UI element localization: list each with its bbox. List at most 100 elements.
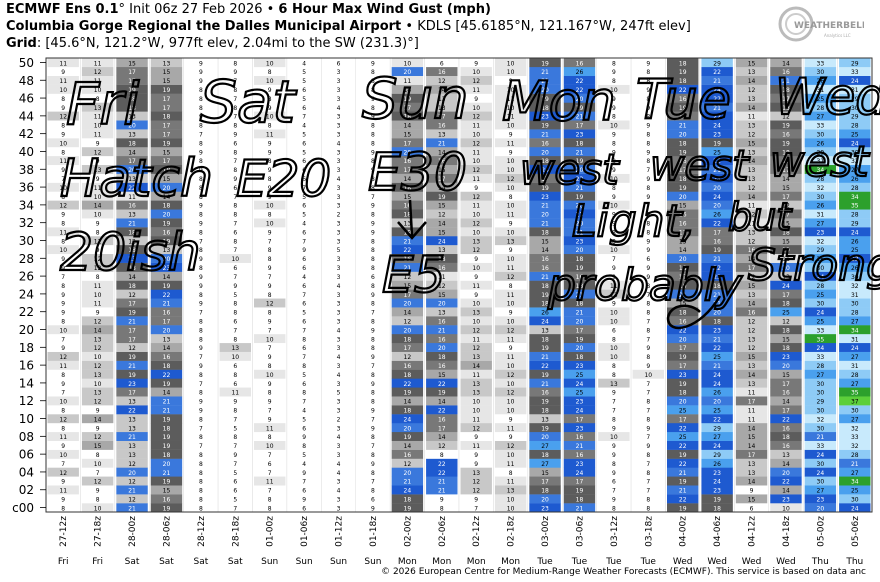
heatmap-cell-value: 4 <box>337 470 341 477</box>
heatmap-cell <box>150 164 183 174</box>
heatmap-cell-value: 8 <box>268 69 272 76</box>
chart-title-line2: Columbia Gorge Regional the Dalles Munic… <box>6 19 691 35</box>
handwritten-annotation: E20 <box>236 150 331 208</box>
heatmap-cell <box>426 378 458 388</box>
heatmap-cell <box>391 102 424 112</box>
heatmap-cell-value: 12 <box>128 292 136 299</box>
heatmap-cell <box>426 422 458 433</box>
heatmap-cell-value: 8 <box>268 496 272 503</box>
heatmap-cell-value: 9 <box>612 301 616 308</box>
heatmap-cell <box>735 333 768 344</box>
heatmap-cell <box>322 342 355 352</box>
heatmap-cell <box>150 244 183 255</box>
heatmap-cell-value: 3 <box>337 381 341 388</box>
heatmap-cell-value: 5 <box>302 194 306 201</box>
heatmap-cell-value: 12 <box>748 274 756 281</box>
heatmap-cell <box>632 387 664 397</box>
heatmap-cell <box>185 111 217 121</box>
heatmap-cell-value: 13 <box>94 167 102 174</box>
heatmap-cell <box>804 440 837 450</box>
heatmap-cell <box>494 129 527 139</box>
heatmap-cell <box>426 485 458 495</box>
heatmap-cell-value: 20 <box>541 434 549 441</box>
heatmap-cell <box>460 307 492 317</box>
handwritten-annotation: Tue <box>636 68 731 131</box>
heatmap-cell-value: 16 <box>438 363 446 370</box>
heatmap-cell <box>357 218 389 228</box>
heatmap-cell-value: 8 <box>233 407 237 414</box>
heatmap-cell <box>667 271 699 281</box>
heatmap-cell-value: 14 <box>748 256 756 263</box>
heatmap-cell-value: 37 <box>851 399 859 406</box>
heatmap-cell-value: 7 <box>199 443 203 450</box>
heatmap-cell-value: 21 <box>404 238 412 245</box>
heatmap-cell-value: 10 <box>266 221 274 228</box>
heatmap-cell <box>47 164 79 174</box>
heatmap-cell <box>254 387 286 397</box>
heatmap-cell-value: 16 <box>541 265 549 272</box>
heatmap-cell <box>357 467 389 477</box>
heatmap-cell-value: 6 <box>302 140 306 147</box>
heatmap-cell <box>563 138 596 148</box>
heatmap-cell-value: 9 <box>474 274 478 281</box>
heatmap-cell-value: 8 <box>371 434 375 441</box>
heatmap-cell-value: 19 <box>404 434 412 441</box>
heatmap-cell <box>47 449 79 459</box>
heatmap-cell-value: 17 <box>163 123 171 130</box>
heatmap-cell <box>667 280 699 290</box>
heatmap-cell-value: 3 <box>337 158 341 165</box>
heatmap-cell <box>494 378 527 388</box>
heatmap-cell-value: 29 <box>851 60 859 67</box>
heatmap-cell <box>47 111 79 121</box>
heatmap-cell <box>839 173 871 183</box>
heatmap-cell-value: 17 <box>404 167 412 174</box>
heatmap-cell-value: 6 <box>371 496 375 503</box>
heatmap-cell-value: 9 <box>268 399 272 406</box>
heatmap-cell-value: 14 <box>128 274 136 281</box>
heatmap-cell-value: 16 <box>404 256 412 263</box>
heatmap-cell <box>667 422 699 433</box>
heatmap-cell-value: 14 <box>748 78 756 85</box>
heatmap-cell-value: 6 <box>302 381 306 388</box>
heatmap-cell <box>667 325 699 335</box>
heatmap-cell <box>667 387 699 397</box>
heatmap-cell-value: 14 <box>438 434 446 441</box>
heatmap-cell-value: 21 <box>679 292 687 299</box>
heatmap-cell-value: 16 <box>782 425 790 432</box>
heatmap-cell <box>150 209 183 219</box>
heatmap-cell <box>494 307 527 317</box>
heatmap-cell-value: 7 <box>646 292 650 299</box>
heatmap-cell-value: 25 <box>576 372 584 379</box>
heatmap-cell <box>254 236 286 246</box>
heatmap-cell-value: 9 <box>268 416 272 423</box>
heatmap-cell <box>185 244 217 255</box>
heatmap-cell <box>494 360 527 370</box>
heatmap-cell-value: 10 <box>507 87 515 94</box>
heatmap-cell <box>47 422 79 433</box>
heatmap-cell-value: 23 <box>576 399 584 406</box>
heatmap-cell <box>150 120 183 130</box>
heatmap-cell-value: 21 <box>404 479 412 486</box>
heatmap-cell <box>288 244 320 255</box>
heatmap-cell <box>804 227 837 237</box>
heatmap-cell <box>219 298 251 308</box>
heatmap-cell <box>426 325 458 335</box>
heatmap-cell <box>770 422 802 433</box>
heatmap-cell-value: 18 <box>128 105 136 112</box>
heatmap-cell-value: 22 <box>679 327 687 334</box>
heatmap-cell <box>735 440 768 450</box>
heatmap-cell <box>116 227 148 237</box>
heatmap-cell <box>357 111 389 121</box>
heatmap-cell-value: 24 <box>541 167 549 174</box>
heatmap-cell <box>804 244 837 255</box>
heatmap-cell <box>563 253 596 263</box>
heatmap-cell-value: 18 <box>438 256 446 263</box>
heatmap-cell-value: 8 <box>646 114 650 121</box>
heatmap-cell <box>701 209 733 219</box>
heatmap-cell <box>667 449 699 459</box>
heatmap-cell-value: 2 <box>337 416 341 423</box>
heatmap-cell <box>391 360 424 370</box>
heatmap-cell-value: 8 <box>233 167 237 174</box>
heatmap-cell-value: 13 <box>128 114 136 121</box>
heatmap-cell-value: 11 <box>438 274 446 281</box>
